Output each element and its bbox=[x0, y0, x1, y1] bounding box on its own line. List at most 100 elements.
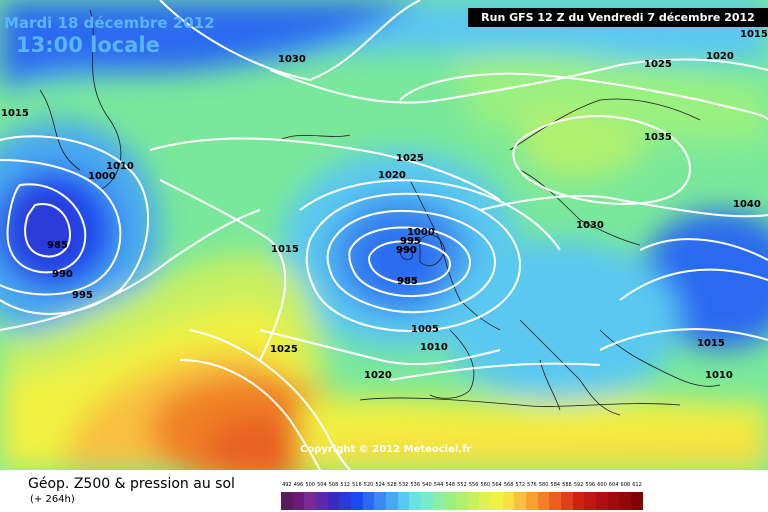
legend-swatch bbox=[409, 492, 422, 510]
legend-swatch bbox=[281, 492, 293, 510]
legend-value: 572 bbox=[515, 482, 526, 488]
forecast-date: Mardi 18 décembre 2012 bbox=[4, 14, 215, 32]
isobar-label: 1020 bbox=[378, 170, 406, 181]
isobar-label: 985 bbox=[397, 276, 418, 287]
legend-swatch bbox=[421, 492, 433, 510]
isobar-label: 995 bbox=[400, 236, 421, 247]
legend-value: 576 bbox=[527, 482, 537, 488]
isobar-label: 1015 bbox=[740, 29, 768, 40]
isobar-label: 1025 bbox=[396, 153, 424, 164]
color-legend: 492 496 500 504 508 512 516 520 524 528 532 536 540 5… bbox=[281, 480, 643, 510]
legend-value: 536 bbox=[410, 482, 420, 488]
legend-value: 512 bbox=[340, 482, 350, 488]
legend-swatch bbox=[444, 492, 457, 510]
isobar-label: 1010 bbox=[106, 161, 134, 172]
isobar-label: 1005 bbox=[411, 324, 439, 335]
legend-swatch bbox=[619, 492, 632, 510]
legend-value: 592 bbox=[573, 482, 584, 488]
legend-swatch bbox=[386, 492, 398, 510]
forecast-map: 1030 1025 1020 1015 1015 1035 1030 1040 … bbox=[0, 0, 768, 470]
legend-swatch bbox=[631, 492, 643, 510]
legend-value: 556 bbox=[468, 482, 479, 488]
isobar-label: 1035 bbox=[644, 132, 672, 143]
legend-swatch bbox=[327, 492, 340, 510]
isobars bbox=[0, 0, 768, 470]
legend-value: 544 bbox=[433, 482, 444, 488]
legend-value: 584 bbox=[550, 482, 561, 488]
legend-value: 600 bbox=[597, 482, 607, 488]
legend-value: 588 bbox=[562, 482, 572, 488]
legend-swatch bbox=[572, 492, 585, 510]
isobar-label: 1015 bbox=[1, 108, 29, 119]
legend-value: 524 bbox=[375, 482, 385, 488]
legend-swatch bbox=[537, 492, 550, 510]
legend-value: 580 bbox=[538, 482, 549, 488]
isobar-label: 1000 bbox=[88, 171, 116, 182]
legend-swatch bbox=[374, 492, 387, 510]
legend-swatch bbox=[491, 492, 503, 510]
legend-value: 568 bbox=[503, 482, 514, 488]
legend-value: 520 bbox=[363, 482, 374, 488]
isobar-label: 1030 bbox=[278, 54, 306, 65]
coastlines bbox=[39, 9, 721, 416]
legend-swatch bbox=[456, 492, 468, 510]
isobar-label: 1010 bbox=[420, 342, 448, 353]
isobar-label: 1015 bbox=[271, 244, 299, 255]
legend-value: 516 bbox=[352, 482, 362, 488]
legend-swatch bbox=[502, 492, 515, 510]
legend-swatch bbox=[316, 492, 328, 510]
legend-swatch bbox=[514, 492, 527, 510]
legend-value: 504 bbox=[317, 482, 327, 488]
legend-value: 560 bbox=[480, 482, 491, 488]
legend-swatch bbox=[339, 492, 352, 510]
isobar-label: 1020 bbox=[364, 370, 392, 381]
isobar-label: 990 bbox=[52, 269, 73, 280]
legend-swatch bbox=[467, 492, 480, 510]
isobar-label: 1025 bbox=[644, 59, 672, 70]
legend-value: 596 bbox=[585, 482, 596, 488]
legend-swatch bbox=[292, 492, 305, 510]
forecast-time: 13:00 locale bbox=[16, 33, 160, 57]
legend-value: 528 bbox=[387, 482, 397, 488]
legend-value: 492 bbox=[282, 482, 292, 488]
legend-value: 604 bbox=[608, 482, 619, 488]
legend-value: 496 bbox=[293, 482, 304, 488]
geopotential-field: 1030 1025 1020 1015 1015 1035 1030 1040 … bbox=[0, 0, 768, 470]
legend-swatch bbox=[304, 492, 317, 510]
legend-value: 500 bbox=[305, 482, 315, 488]
copyright: Copyright © 2012 Meteociel.fr bbox=[300, 444, 472, 455]
legend-value: 564 bbox=[492, 482, 502, 488]
legend-value: 508 bbox=[328, 482, 339, 488]
run-info: Run GFS 12 Z du Vendredi 7 décembre 2012 bbox=[468, 8, 768, 27]
isobar-label: 985 bbox=[47, 240, 68, 251]
isobar-label: 990 bbox=[396, 245, 417, 256]
legend-swatch bbox=[351, 492, 363, 510]
isobar-label: 1030 bbox=[576, 220, 604, 231]
legend-swatch bbox=[526, 492, 538, 510]
legend-swatch bbox=[479, 492, 492, 510]
chart-title: Géop. Z500 & pression au sol bbox=[28, 476, 235, 492]
legend-value: 532 bbox=[398, 482, 409, 488]
legend-swatch bbox=[362, 492, 375, 510]
legend-value: 608 bbox=[620, 482, 631, 488]
legend-swatch bbox=[432, 492, 445, 510]
isobar-label: 990 bbox=[396, 245, 417, 256]
isobar-label: 985 bbox=[397, 276, 418, 287]
footer: Géop. Z500 & pression au sol (+ 264h) 49… bbox=[0, 470, 768, 512]
legend-swatch bbox=[607, 492, 620, 510]
legend-value: 552 bbox=[457, 482, 467, 488]
legend-value: 540 bbox=[422, 482, 432, 488]
isobar-label: 1025 bbox=[270, 344, 298, 355]
legend-swatch bbox=[584, 492, 597, 510]
forecast-range: (+ 264h) bbox=[30, 494, 75, 505]
legend-swatch bbox=[397, 492, 410, 510]
legend-swatch bbox=[549, 492, 562, 510]
legend-swatch bbox=[596, 492, 608, 510]
isobar-label: 995 bbox=[400, 236, 421, 247]
isobar-label: 1010 bbox=[705, 370, 733, 381]
isobar-label: 1000 bbox=[407, 227, 435, 238]
legend-value: 548 bbox=[445, 482, 456, 488]
isobar-label: 1020 bbox=[706, 51, 734, 62]
legend-swatch bbox=[561, 492, 573, 510]
